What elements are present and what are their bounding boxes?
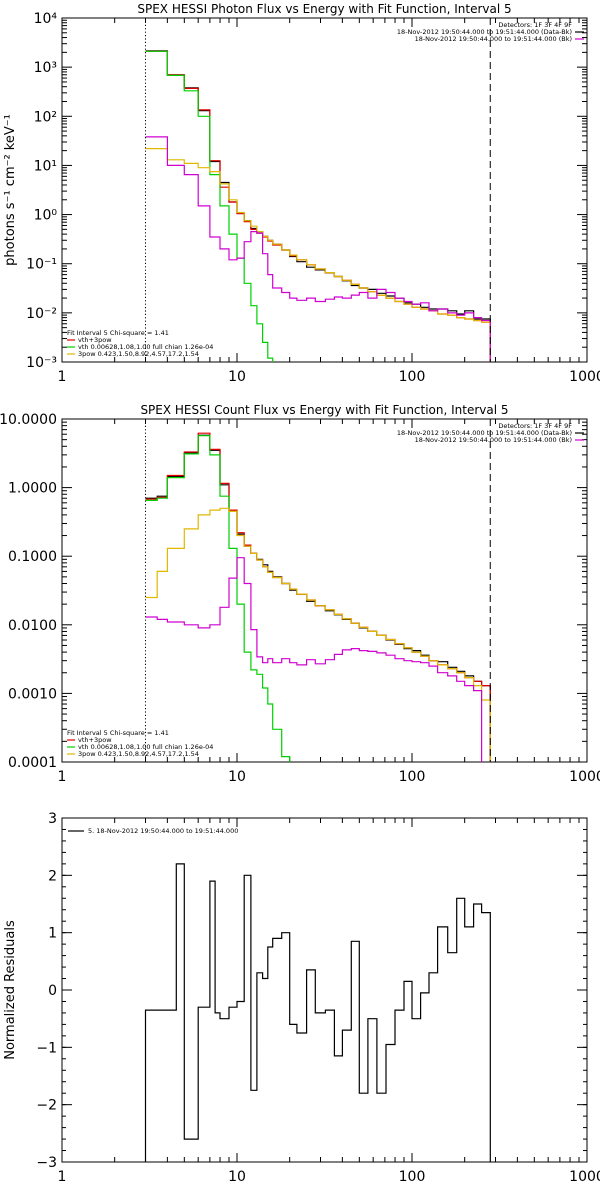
x-tick-label: 1000 — [569, 769, 600, 785]
series-line — [145, 148, 491, 362]
series-line — [145, 50, 491, 362]
y-tick-label: 0 — [48, 983, 57, 999]
x-tick-label: 100 — [399, 369, 426, 385]
y-tick-label: 2 — [48, 868, 57, 884]
legend-entry: 18-Nov-2012 19:50:44.000 to 19:51:44.000… — [415, 436, 572, 444]
legend-entry: vth+3pow — [78, 336, 112, 344]
x-tick-label: 100 — [399, 769, 426, 785]
series-line — [145, 557, 483, 762]
x-tick-label: 1000 — [569, 369, 600, 385]
y-tick-label: −3 — [36, 1155, 57, 1171]
legend-entry: 18-Nov-2012 19:50:44.000 to 19:51:44.000… — [415, 35, 572, 43]
plot-frame — [61, 17, 588, 363]
y-tick-label: 0.1000 — [8, 549, 57, 565]
series-line — [145, 507, 491, 762]
y-tick-label: 10¹ — [34, 158, 57, 174]
x-tick-label: 1 — [58, 1169, 67, 1185]
series-line — [145, 435, 291, 762]
x-tick-label: 1 — [58, 369, 67, 385]
series-line — [145, 434, 491, 762]
count-flux-title: SPEX HESSI Count Flux vs Energy with Fit… — [140, 403, 508, 417]
legend-entry: Fit Interval 5 Chi-square = 1.41 — [67, 329, 169, 337]
x-tick-label: 100 — [399, 1169, 426, 1185]
y-tick-label: 10⁻¹ — [26, 257, 57, 273]
legend-entry: Detectors: 1F 3F 4F 9F — [498, 422, 572, 430]
series-group — [145, 432, 491, 762]
plot-frame — [61, 817, 588, 1163]
legend-entry: vth+3pow — [78, 736, 112, 744]
y-tick-label: −2 — [36, 1098, 57, 1114]
legend-entry: 18-Nov-2012 19:50:44.000 to 19:51:44.000… — [397, 429, 572, 437]
series-line — [145, 50, 274, 362]
y-tick-label: 1 — [48, 926, 57, 942]
legend-entry: Fit Interval 5 Chi-square = 1.41 — [67, 729, 169, 737]
legend-entry: Detectors: 1F 3F 4F 9F — [498, 21, 572, 29]
y-tick-label: 3 — [48, 811, 57, 827]
series-line — [144, 863, 491, 1162]
y-tick-label: 0.0001 — [8, 755, 57, 771]
photon-flux-panel: SPEX HESSI Photon Flux vs Energy with Fi… — [3, 2, 600, 385]
y-tick-label: 0.0010 — [8, 686, 57, 702]
count-flux-panel: SPEX HESSI Count Flux vs Energy with Fit… — [0, 403, 600, 785]
x-tick-label: 1000 — [569, 1169, 600, 1185]
y-tick-label: 10³ — [34, 60, 57, 76]
legend-entry: vth 0.00628,1.08,1.00 full chian 1.26e-0… — [78, 743, 213, 751]
x-tick-label: 10 — [228, 369, 246, 385]
y-tick-label: 10² — [34, 109, 57, 125]
y-tick-label: 1.0000 — [8, 481, 57, 497]
series-line — [145, 136, 491, 362]
x-tick-label: 1 — [58, 769, 67, 785]
legend-entry: vth 0.00628,1.08,1.00 full chian 1.26e-0… — [78, 343, 213, 351]
y-tick-label: 10⁰ — [34, 208, 58, 224]
y-tick-label: 10⁻² — [26, 306, 57, 322]
residuals-panel: Normalized Residuals 1 10 100 1000 −3 −2 −1 0 1 2… — [3, 811, 600, 1185]
photon-flux-y-axis-label: photons s⁻¹ cm⁻² keV⁻¹ — [3, 114, 18, 266]
legend-entry: 3pow 0.423,1.50,8.92,4.57,17.2,1.54 — [78, 350, 199, 358]
residuals-y-axis-label: Normalized Residuals — [3, 920, 18, 1060]
legend-entry: 3pow 0.423,1.50,8.92,4.57,17.2,1.54 — [78, 750, 199, 758]
plot-frame — [61, 418, 588, 763]
legend-entry: 5. 18-Nov-2012 19:50:44.000 to 19:51:44.… — [88, 827, 238, 835]
series-group — [144, 863, 491, 1162]
y-tick-label: 0.0100 — [8, 618, 57, 634]
y-tick-label: −1 — [36, 1040, 57, 1056]
series-line — [145, 50, 491, 362]
legend-entry: 18-Nov-2012 19:50:44.000 to 19:51:44.000… — [397, 28, 572, 36]
photon-flux-title: SPEX HESSI Photon Flux vs Energy with Fi… — [137, 2, 511, 16]
y-tick-label: 10⁴ — [34, 11, 58, 27]
series-line — [145, 432, 491, 762]
series-group — [145, 50, 491, 362]
y-tick-label: 10.0000 — [0, 412, 57, 428]
x-tick-label: 10 — [228, 1169, 246, 1185]
x-tick-label: 10 — [228, 769, 246, 785]
y-tick-label: 10⁻³ — [26, 355, 57, 371]
